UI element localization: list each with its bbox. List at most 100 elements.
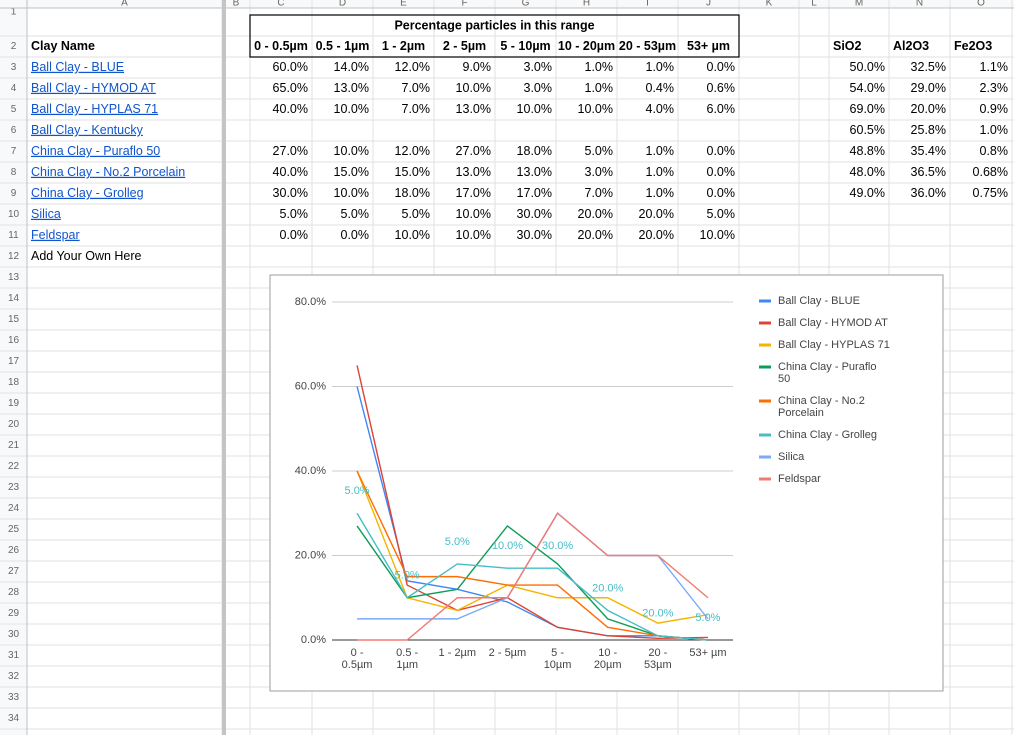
y-tick-label: 0.0% — [301, 634, 326, 646]
size-cell: 15.0% — [334, 165, 369, 179]
clay-link[interactable]: Silica — [31, 207, 61, 221]
oxide-cell: 69.0% — [850, 102, 885, 116]
size-cell: 12.0% — [395, 60, 430, 74]
row-number: 14 — [8, 293, 20, 304]
row-number: 28 — [8, 587, 20, 598]
column-header-bar — [0, 0, 1014, 8]
size-header: 10 - 20µm — [558, 39, 615, 53]
chart-box — [269, 274, 944, 692]
column-letter: H — [583, 0, 590, 9]
legend-label[interactable]: Ball Clay - BLUE — [778, 295, 860, 307]
legend-label[interactable]: Feldspar — [778, 473, 821, 485]
oxide-cell: 48.8% — [850, 144, 885, 158]
clay-link[interactable]: Ball Clay - HYPLAS 71 — [31, 102, 158, 116]
row-number: 16 — [8, 335, 20, 346]
size-cell: 1.0% — [646, 144, 675, 158]
y-tick-label: 60.0% — [295, 380, 326, 392]
clay-link[interactable]: Ball Clay - BLUE — [31, 60, 124, 74]
row-number: 7 — [11, 146, 17, 157]
oxide-cell: 0.75% — [973, 186, 1008, 200]
size-cell: 17.0% — [456, 186, 491, 200]
size-header: 20 - 53µm — [619, 39, 676, 53]
size-cell: 27.0% — [273, 144, 308, 158]
clay-link[interactable]: China Clay - No.2 Porcelain — [31, 165, 185, 179]
name-header: Clay Name — [31, 39, 95, 53]
size-cell: 7.0% — [402, 102, 431, 116]
column-letter: O — [977, 0, 985, 9]
legend-swatch — [759, 343, 771, 347]
row-number: 20 — [8, 419, 20, 430]
legend-label[interactable]: Ball Clay - HYPLAS 71 — [778, 339, 890, 351]
size-cell: 4.0% — [646, 102, 675, 116]
data-label: 5.0% — [695, 612, 720, 624]
oxide-cell: 0.8% — [980, 144, 1009, 158]
size-cell: 0.4% — [646, 81, 675, 95]
group-header: Percentage particles in this range — [394, 18, 594, 32]
size-cell: 1.0% — [585, 81, 614, 95]
row-number: 31 — [8, 650, 20, 661]
row-number: 13 — [8, 272, 20, 283]
legend-swatch — [759, 299, 771, 303]
row-number: 26 — [8, 545, 20, 556]
legend-swatch — [759, 477, 771, 481]
size-cell: 5.0% — [402, 207, 431, 221]
size-cell: 7.0% — [402, 81, 431, 95]
column-letter: G — [522, 0, 530, 9]
clay-link[interactable]: China Clay - Puraflo 50 — [31, 144, 160, 158]
column-letter: D — [339, 0, 346, 9]
row-number: 1 — [11, 7, 17, 18]
legend-label[interactable]: China Clay - Grolleg — [778, 429, 877, 441]
size-cell: 13.0% — [517, 165, 552, 179]
column-letter: K — [766, 0, 773, 9]
row-number: 12 — [8, 251, 20, 262]
clay-link[interactable]: Ball Clay - Kentucky — [31, 123, 144, 137]
size-cell: 0.0% — [707, 186, 736, 200]
size-header: 5 - 10µm — [500, 39, 550, 53]
size-cell: 17.0% — [517, 186, 552, 200]
size-cell: 30.0% — [273, 186, 308, 200]
y-tick-label: 80.0% — [295, 296, 326, 308]
legend-label[interactable]: China Clay - Puraflo 50 — [778, 361, 876, 385]
column-letter: J — [706, 0, 711, 9]
x-tick-label: 20 -53µm — [644, 647, 672, 671]
size-cell: 65.0% — [273, 81, 308, 95]
size-cell: 1.0% — [646, 186, 675, 200]
size-header: 2 - 5µm — [443, 39, 486, 53]
row-number: 5 — [11, 104, 17, 115]
legend-label[interactable]: Ball Clay - HYMOD AT — [778, 317, 888, 329]
column-letter: M — [855, 0, 863, 9]
clay-link[interactable]: Ball Clay - HYMOD AT — [31, 81, 156, 95]
x-tick-label: 1 - 2µm — [439, 647, 477, 659]
series-line — [356, 470, 708, 641]
size-cell: 18.0% — [517, 144, 552, 158]
row-number: 10 — [8, 209, 20, 220]
clay-link[interactable]: China Clay - Grolleg — [31, 186, 144, 200]
data-label: 30.0% — [542, 540, 573, 552]
data-label: 10.0% — [492, 540, 523, 552]
data-label: 20.0% — [642, 608, 673, 620]
size-cell: 0.0% — [707, 165, 736, 179]
oxide-header: SiO2 — [833, 39, 862, 53]
legend-label[interactable]: China Clay - No.2 Porcelain — [778, 395, 865, 419]
column-letter: L — [811, 0, 817, 9]
row-number: 8 — [11, 167, 17, 178]
series-line — [356, 386, 708, 641]
row-number: 23 — [8, 482, 20, 493]
legend-label[interactable]: Silica — [778, 451, 805, 463]
size-cell: 13.0% — [456, 165, 491, 179]
row-number: 22 — [8, 461, 20, 472]
row-number: 30 — [8, 629, 20, 640]
column-letter: I — [646, 0, 649, 9]
clay-link[interactable]: Feldspar — [31, 228, 80, 242]
row-number: 15 — [8, 314, 20, 325]
size-cell: 1.0% — [585, 60, 614, 74]
size-cell: 5.0% — [585, 144, 614, 158]
size-cell: 0.0% — [280, 228, 309, 242]
row-number: 27 — [8, 566, 20, 577]
size-cell: 15.0% — [395, 165, 430, 179]
row-number: 11 — [8, 230, 19, 241]
column-letter: B — [233, 0, 240, 9]
size-header: 53+ µm — [687, 39, 730, 53]
size-cell: 3.0% — [585, 165, 614, 179]
size-cell: 3.0% — [524, 81, 553, 95]
